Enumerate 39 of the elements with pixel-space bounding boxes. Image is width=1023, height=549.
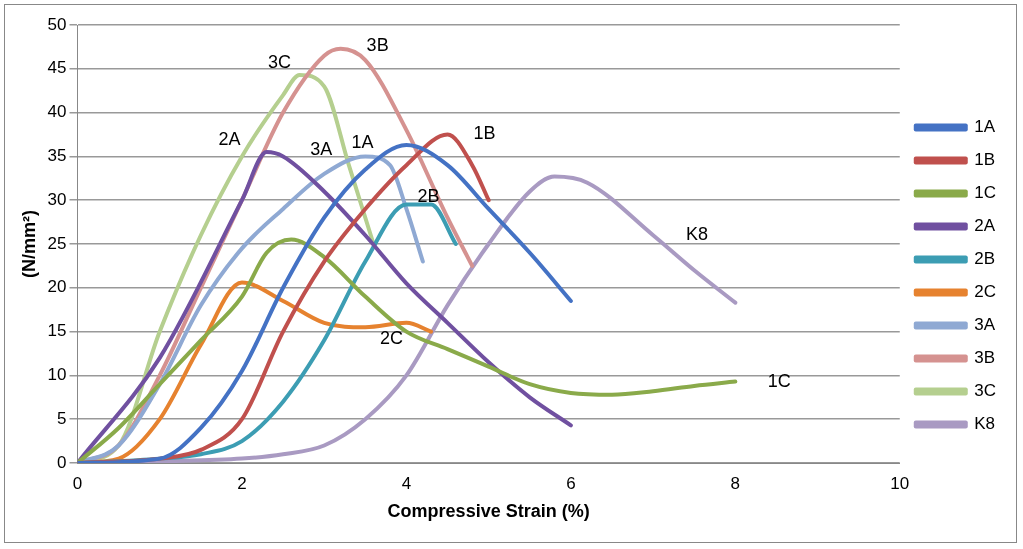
y-tick-label: 15 — [47, 321, 67, 341]
legend-label: 2A — [974, 216, 996, 236]
annotation: 3A — [310, 139, 333, 160]
legend-label: 3A — [974, 315, 996, 335]
y-axis-title: (N/mm²) — [18, 210, 39, 278]
annotation: 1B — [473, 123, 496, 144]
x-axis-title: Compressive Strain (%) — [387, 501, 590, 522]
legend-label: 2B — [974, 249, 996, 269]
legend-label: K8 — [974, 414, 996, 434]
annotation: 3C — [268, 51, 292, 72]
x-tick-label: 6 — [566, 473, 576, 493]
y-tick-label: 10 — [47, 365, 67, 385]
y-tick-label: 35 — [47, 146, 67, 166]
annotation: 1A — [351, 131, 374, 152]
annotation: 2C — [379, 327, 403, 348]
x-tick-label: 0 — [72, 473, 83, 493]
annotation: K8 — [686, 224, 709, 245]
legend-label: 1A — [974, 117, 996, 137]
y-tick-label: 45 — [47, 58, 67, 78]
y-tick-label: 30 — [47, 189, 67, 209]
y-tick-label: 0 — [57, 452, 67, 472]
legend-label: 1B — [974, 150, 996, 170]
x-tick-label: 10 — [890, 473, 910, 493]
x-tick-label: 4 — [401, 473, 412, 493]
y-tick-label: 25 — [47, 233, 67, 253]
y-tick-label: 20 — [47, 277, 67, 297]
legend-label: 1C — [974, 183, 996, 203]
legend-label: 3C — [974, 381, 996, 401]
annotation: 2B — [417, 185, 440, 206]
y-tick-label: 40 — [47, 102, 67, 122]
annotation: 3B — [366, 34, 389, 55]
x-tick-label: 2 — [237, 473, 247, 493]
annotation: 2A — [218, 128, 241, 149]
y-tick-label: 5 — [57, 408, 67, 428]
x-tick-label: 8 — [730, 473, 741, 493]
annotation: 1C — [767, 370, 791, 391]
legend-label: 2C — [974, 282, 996, 302]
y-tick-label: 50 — [47, 14, 67, 34]
legend-label: 3B — [974, 348, 996, 368]
